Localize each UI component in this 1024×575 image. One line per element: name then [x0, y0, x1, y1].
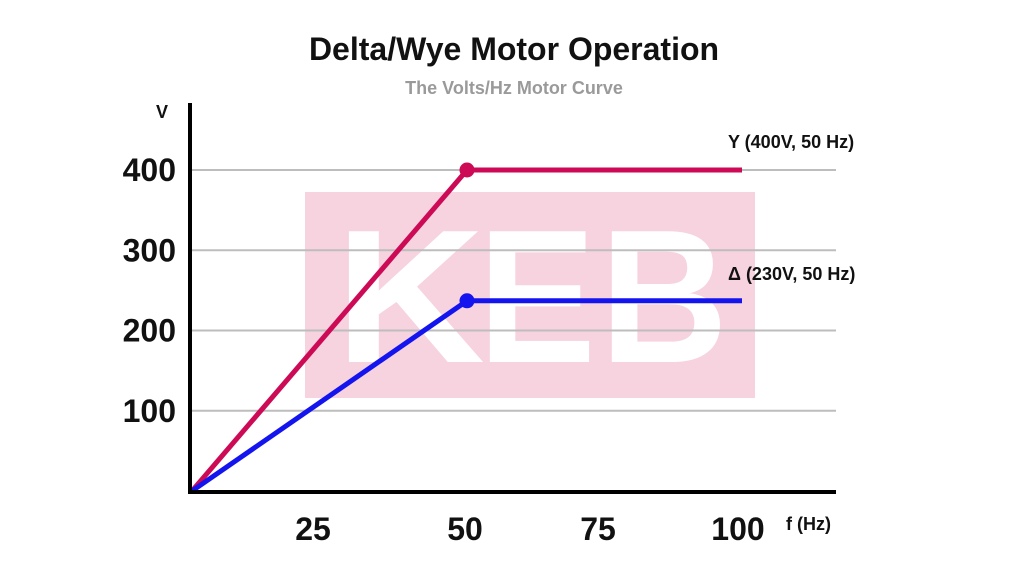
y-tick-label-100: 100 — [123, 393, 176, 429]
series-layer — [190, 162, 742, 494]
x-tick-label-50: 50 — [447, 511, 483, 547]
series-label-wye: Y (400V, 50 Hz) — [728, 132, 854, 152]
y-tick-label-300: 300 — [123, 232, 176, 268]
keb-watermark-letter-e: E — [478, 191, 596, 403]
chart-title: Delta/Wye Motor Operation — [309, 31, 719, 67]
x-tick-labels: 25 50 75 100 — [295, 511, 764, 547]
y-tick-labels: 100 200 300 400 — [123, 152, 176, 429]
y-axis-label: V — [156, 102, 168, 122]
x-tick-label-100: 100 — [711, 511, 764, 547]
y-tick-label-200: 200 — [123, 313, 176, 349]
chart-subtitle: The Volts/Hz Motor Curve — [405, 78, 623, 98]
series-marker-wye — [459, 162, 475, 178]
x-axis-label: f (Hz) — [786, 514, 831, 534]
x-tick-label-25: 25 — [295, 511, 331, 547]
series-label-delta: Δ (230V, 50 Hz) — [728, 264, 855, 284]
x-tick-label-75: 75 — [580, 511, 616, 547]
y-tick-label-400: 400 — [123, 152, 176, 188]
keb-watermark: K E B — [305, 191, 755, 403]
series-marker-delta — [459, 293, 475, 309]
keb-watermark-letter-b: B — [600, 191, 728, 403]
